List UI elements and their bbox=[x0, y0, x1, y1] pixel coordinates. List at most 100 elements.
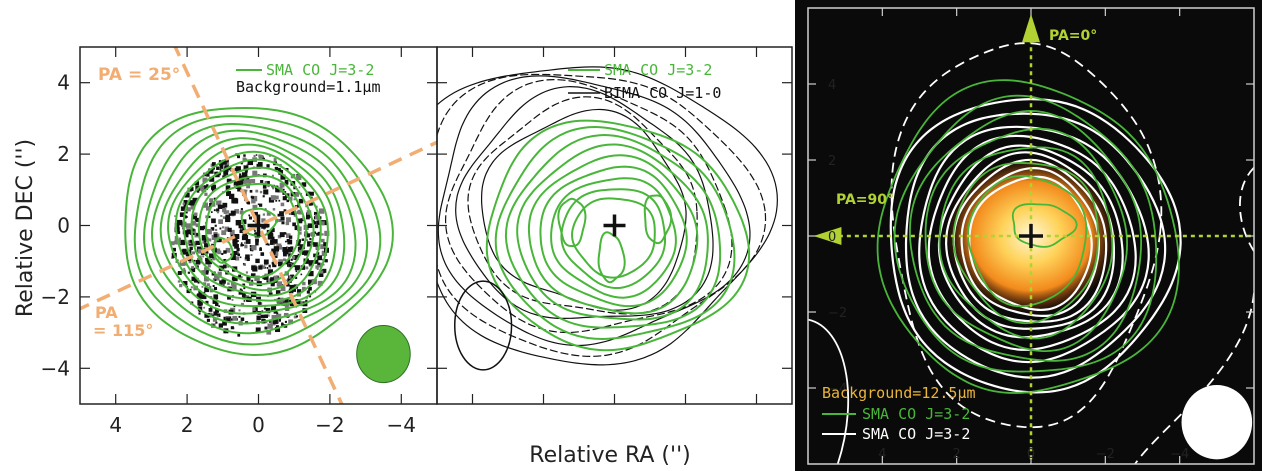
sma-contour bbox=[159, 137, 346, 315]
background-speckle bbox=[233, 180, 239, 186]
background-speckle bbox=[301, 286, 306, 291]
background-speckle bbox=[288, 275, 292, 279]
background-speckle bbox=[242, 157, 246, 161]
background-speckle bbox=[215, 228, 218, 231]
background-speckle bbox=[234, 256, 240, 261]
background-speckle bbox=[234, 233, 240, 239]
bima-contour bbox=[445, 79, 733, 334]
background-speckle bbox=[198, 309, 202, 313]
background-speckle bbox=[239, 256, 242, 259]
background-speckle bbox=[216, 313, 221, 318]
sma-contour bbox=[550, 177, 677, 299]
background-speckle bbox=[211, 162, 216, 166]
background-speckle bbox=[308, 270, 314, 277]
background-speckle bbox=[182, 248, 187, 253]
background-speckle bbox=[266, 329, 272, 335]
legend-label-bima: BIMA CO J=1-0 bbox=[604, 84, 721, 102]
background-speckle bbox=[219, 165, 224, 169]
background-speckle bbox=[190, 267, 196, 273]
background-speckle bbox=[219, 161, 224, 166]
background-speckle bbox=[255, 258, 260, 264]
background-speckle bbox=[321, 233, 324, 236]
background-speckle bbox=[298, 186, 301, 189]
sma-contour bbox=[967, 175, 1088, 308]
background-speckle bbox=[309, 238, 312, 241]
legend-label-sma-green: SMA CO J=3-2 bbox=[862, 405, 970, 423]
background-speckle bbox=[298, 210, 303, 215]
legend-label-sma: SMA CO J=3-2 bbox=[266, 61, 374, 79]
background-speckle bbox=[229, 316, 232, 319]
background-speckle bbox=[214, 279, 217, 282]
background-speckle bbox=[280, 216, 285, 221]
background-speckle bbox=[248, 214, 251, 217]
background-speckle bbox=[276, 313, 282, 319]
background-speckle bbox=[286, 182, 289, 185]
background-speckle bbox=[306, 239, 309, 242]
background-speckle bbox=[258, 203, 263, 207]
background-speckle bbox=[253, 154, 256, 158]
right-xtick-label: 2 bbox=[953, 447, 961, 462]
sma-contour bbox=[151, 129, 357, 325]
background-speckle bbox=[283, 252, 287, 257]
background-speckle bbox=[203, 306, 206, 309]
background-speckle bbox=[245, 271, 248, 274]
background-speckle bbox=[255, 242, 259, 246]
background-speckle bbox=[270, 282, 275, 287]
background-speckle bbox=[259, 247, 262, 250]
background-speckle bbox=[243, 154, 246, 157]
sma-contour bbox=[571, 197, 656, 279]
sma-contour bbox=[938, 146, 1114, 340]
background-speckle bbox=[285, 305, 289, 309]
background-speckle bbox=[275, 188, 280, 193]
background-speckle bbox=[278, 259, 284, 265]
background-speckle bbox=[257, 162, 263, 167]
background-speckle bbox=[184, 192, 190, 198]
background-speckle bbox=[305, 266, 309, 270]
background-speckle bbox=[206, 228, 212, 235]
background-speckle bbox=[212, 167, 215, 170]
background-speckle bbox=[204, 313, 210, 318]
background-speckle bbox=[205, 300, 209, 304]
background-speckle bbox=[252, 220, 255, 222]
background-speckle bbox=[287, 239, 293, 245]
background-speckle bbox=[262, 213, 266, 216]
background-speckle bbox=[223, 170, 229, 175]
background-speckle bbox=[252, 170, 258, 176]
background-speckle bbox=[243, 300, 246, 302]
background-speckle bbox=[182, 202, 185, 205]
background-speckle bbox=[226, 169, 229, 172]
background-speckle bbox=[232, 241, 238, 247]
background-speckle bbox=[282, 196, 287, 201]
background-speckle bbox=[255, 327, 261, 333]
background-speckle bbox=[236, 251, 240, 254]
background-speckle bbox=[249, 216, 252, 220]
background-speckle bbox=[223, 264, 227, 269]
background-speckle bbox=[239, 320, 243, 324]
background-speckle bbox=[279, 211, 284, 217]
background-speckle bbox=[274, 254, 277, 257]
background-speckle bbox=[246, 163, 249, 166]
white-contour bbox=[960, 167, 1101, 318]
background-speckle bbox=[307, 241, 313, 247]
bima-contour bbox=[437, 73, 767, 357]
background-speckle bbox=[277, 245, 283, 250]
background-speckle bbox=[270, 277, 274, 281]
background-speckle bbox=[231, 284, 237, 290]
legend-label-background: Background=1.1μm bbox=[236, 78, 381, 96]
background-speckle bbox=[253, 211, 258, 217]
background-speckle bbox=[309, 242, 312, 245]
background-speckle bbox=[202, 177, 208, 183]
background-speckle bbox=[290, 258, 293, 261]
background-speckle bbox=[222, 216, 226, 220]
bima-contour bbox=[455, 86, 714, 319]
background-speckle bbox=[308, 286, 312, 291]
sma-contour bbox=[516, 143, 709, 321]
background-speckle bbox=[222, 202, 228, 208]
background-speckle bbox=[185, 250, 190, 255]
background-speckle bbox=[197, 306, 203, 311]
background-speckle bbox=[227, 166, 232, 171]
background-speckle bbox=[246, 177, 250, 180]
background-speckle bbox=[291, 210, 296, 216]
background-speckle bbox=[269, 278, 275, 284]
right-xtick-label: −4 bbox=[1170, 447, 1189, 462]
